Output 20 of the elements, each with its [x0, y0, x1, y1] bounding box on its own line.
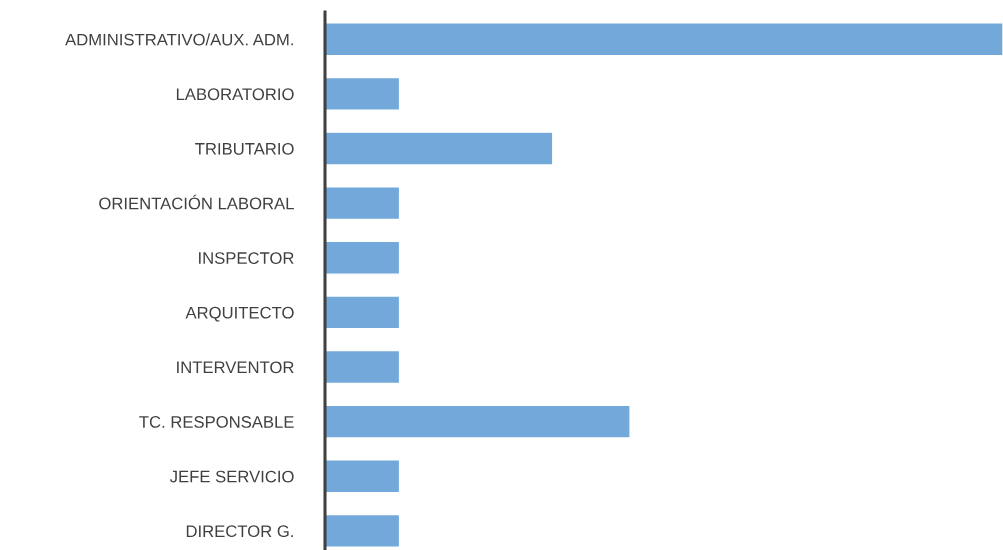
y-tick-label: DIRECTOR G. — [186, 525, 293, 538]
y-tick-label: TC. RESPONSABLE — [139, 416, 294, 428]
y-tick-label: INSPECTOR — [199, 252, 294, 264]
y-tick-label: JEFE SERVICIO — [169, 470, 294, 483]
bar — [325, 240, 401, 275]
bar — [325, 404, 631, 439]
y-tick-label: TRIBUTARIO — [195, 142, 294, 155]
y-tick-label: ORIENTACIÓN LABORAL — [99, 194, 294, 210]
bar — [325, 459, 401, 494]
y-tick-label: INTERVENTOR — [177, 361, 294, 374]
y-tick-label: LABORATORIO — [176, 88, 294, 101]
y-tick-label: ARQUITECTO — [185, 306, 294, 322]
bar — [325, 76, 401, 112]
bar — [325, 295, 401, 330]
y-tick-label: ADMINISTRATIVO/AUX. ADM. — [65, 33, 293, 46]
bar — [325, 22, 1003, 57]
bar — [325, 131, 554, 166]
bar — [325, 349, 401, 385]
bar — [325, 186, 401, 221]
bar — [325, 513, 401, 548]
